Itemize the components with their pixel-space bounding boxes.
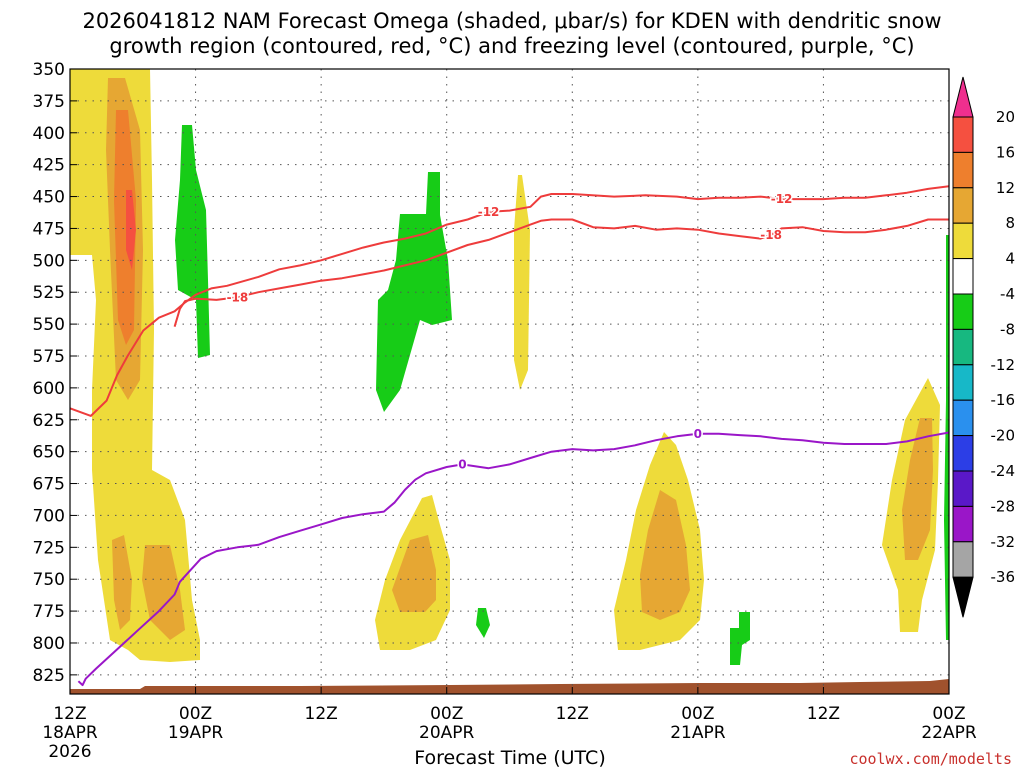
x-tick-label: 2026 (48, 742, 91, 762)
omega-region-orange (114, 110, 136, 345)
colorbar-tick-label: -20 (991, 427, 1016, 445)
x-tick-label: 00Z (681, 704, 714, 724)
chart-title-line-2: growth region (contoured, red, °C) and f… (109, 34, 915, 58)
contour-line (70, 185, 949, 417)
y-tick-label: 575 (33, 347, 65, 367)
colorbar-top-arrow (952, 76, 974, 118)
colorbar-bottom-arrow (952, 576, 974, 618)
colorbar-tick-label: -8 (1000, 320, 1015, 338)
omega-region-yellow (70, 69, 90, 252)
omega-region-yellow (70, 69, 75, 110)
colorbar-swatch (952, 435, 974, 472)
omega-region-orange (902, 418, 933, 560)
colorbar-swatch (952, 293, 974, 330)
y-tick-label: 600 (33, 379, 65, 399)
y-tick-label: 800 (33, 634, 65, 654)
y-tick-label: 650 (33, 443, 65, 463)
contour-line (173, 218, 949, 327)
x-tick-label: 12Z (305, 704, 338, 724)
y-tick-label: 625 (33, 411, 65, 431)
contour-label: -18 (227, 290, 249, 304)
colorbar-swatch (952, 364, 974, 401)
omega-region-green (476, 608, 490, 638)
y-tick-label: 750 (33, 570, 65, 590)
colorbar-swatch (952, 505, 974, 543)
x-tick-label: 19APR (168, 723, 224, 743)
colorbar-tick-label: -16 (991, 391, 1016, 409)
omega-shading (70, 69, 949, 694)
colorbar-swatch (952, 541, 974, 578)
omega-region-orange (640, 490, 690, 620)
x-tick-label: 00Z (179, 704, 212, 724)
y-tick-label: 550 (33, 315, 65, 335)
colorbar-swatch (952, 399, 974, 437)
y-tick-label: 725 (33, 538, 65, 558)
y-tick-label: 500 (33, 251, 65, 271)
contour-label: -18 (760, 228, 782, 242)
contour-label: 0 (694, 427, 702, 441)
y-tick-label: 425 (33, 156, 65, 176)
contour-label: 0 (458, 457, 466, 471)
colorbar: 20 16 12 8 4 -4 -8 -12 -16 -20 -24 -28 -32 -36 (952, 76, 1016, 618)
y-tick-label: 400 (33, 124, 65, 144)
y-tick-label: 700 (33, 506, 65, 526)
colorbar-tick-label: -36 (991, 568, 1016, 586)
x-tick-label: 18APR (42, 723, 98, 743)
x-axis-label: Forecast Time (UTC) (414, 747, 605, 768)
y-tick-label: 775 (33, 602, 65, 622)
x-tick-label: 12Z (53, 704, 86, 724)
credit-text: coolwx.com/modelts (849, 750, 1012, 768)
y-tick-label: 525 (33, 283, 65, 303)
y-tick-label: 825 (33, 666, 65, 686)
x-tick-label: 22APR (921, 723, 977, 743)
plot-gridlines (70, 68, 949, 694)
omega-region-red (126, 190, 136, 270)
x-tick-label: 00Z (430, 704, 463, 724)
omega-region-green (175, 125, 210, 358)
colorbar-swatch (952, 187, 974, 224)
y-tick-label: 475 (33, 219, 65, 239)
omega-region-orange (392, 535, 436, 612)
contour-line (77, 431, 949, 687)
colorbar-tick-label: 4 (1005, 250, 1015, 268)
contour-label: -12 (771, 192, 793, 206)
colorbar-tick-label: -4 (1000, 285, 1015, 303)
omega-region-green (730, 612, 750, 665)
colorbar-swatch (952, 328, 974, 366)
colorbar-swatch (952, 151, 974, 189)
colorbar-swatch (952, 470, 974, 507)
colorbar-swatch (952, 222, 974, 260)
omega-region-orange (112, 535, 132, 630)
contour-label: -12 (478, 205, 500, 219)
x-tick-label: 12Z (556, 704, 589, 724)
terrain-surface (70, 679, 949, 694)
omega-region-green (944, 235, 949, 640)
colorbar-swatch (952, 116, 974, 153)
y-tick-label: 675 (33, 475, 65, 495)
x-tick-label: 20APR (419, 723, 475, 743)
colorbar-tick-label: -24 (991, 462, 1016, 480)
x-tick-label: 12Z (807, 704, 840, 724)
colorbar-tick-label: 16 (996, 143, 1015, 161)
colorbar-tick-label: 20 (996, 108, 1015, 126)
colorbar-tick-label: 12 (996, 179, 1015, 197)
x-tick-label: 00Z (932, 704, 965, 724)
y-axis-ticks: 350 375 400 425 450 475 500 525 550 575 600 625 650 6… (33, 60, 77, 686)
omega-region-green (376, 172, 452, 412)
colorbar-tick-label: -32 (991, 533, 1016, 551)
x-tick-label: 21APR (670, 723, 726, 743)
plot-frame (69, 68, 950, 695)
contour-series: -18 -18 -12 -12 0 0 (70, 185, 949, 687)
colorbar-tick-label: -28 (991, 497, 1016, 515)
colorbar-tick-label: -12 (991, 356, 1016, 374)
y-tick-label: 450 (33, 188, 65, 208)
y-tick-label: 350 (33, 60, 65, 80)
chart-title-line-1: 2026041812 NAM Forecast Omega (shaded, μ… (82, 9, 942, 33)
colorbar-tick-label: 8 (1005, 214, 1015, 232)
y-tick-label: 375 (33, 92, 65, 112)
colorbar-swatch (952, 258, 974, 295)
